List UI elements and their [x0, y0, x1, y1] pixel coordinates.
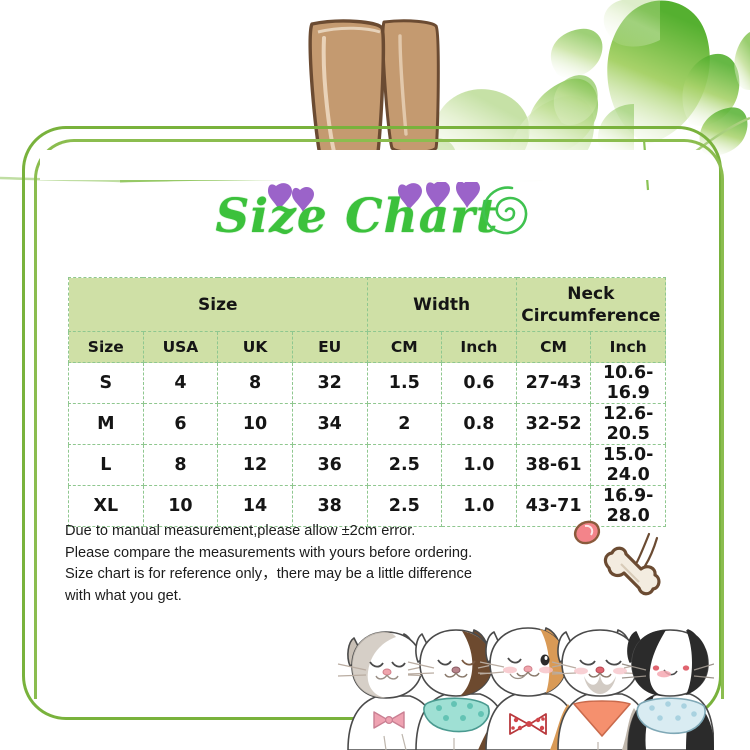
cell-size: XL	[68, 485, 144, 527]
group-header-neck-line1: Neck	[567, 283, 615, 304]
cell-eu: 34	[291, 403, 368, 445]
cell-uk: 8	[217, 362, 293, 404]
boot-pair-icon	[308, 19, 440, 172]
group-header-width: Width	[366, 277, 517, 332]
cell-usa: 4	[142, 362, 219, 404]
page-title: Size Chart	[215, 189, 499, 244]
cell-neck-cm: 38-61	[515, 444, 592, 486]
table-column-header-row: Size USA UK EU CM Inch CM Inch	[68, 331, 666, 363]
size-chart-table: Size Width Neck Circumference Size USA U…	[68, 277, 667, 527]
cell-size: S	[68, 362, 144, 404]
disclaimer-notes: Due to manual measurement,please allow ±…	[65, 521, 585, 607]
cell-width-cm: 2	[366, 403, 443, 445]
cell-eu: 38	[291, 485, 368, 527]
green-frame-inner	[34, 139, 724, 699]
group-header-size: Size	[68, 277, 368, 332]
cat-grey-bowtie	[337, 631, 439, 750]
table-group-header-row: Size Width Neck Circumference	[68, 277, 667, 332]
group-header-neck: Neck Circumference	[515, 277, 667, 332]
column-header-uk: UK	[217, 331, 293, 363]
cell-size: M	[68, 403, 144, 445]
cat-grey-bandana	[551, 629, 651, 750]
motion-lines-icon	[635, 532, 659, 568]
cell-width-inch: 0.6	[441, 362, 517, 404]
frame-mask	[40, 150, 700, 180]
cell-neck-inch: 15.0-24.0	[590, 444, 666, 486]
column-header-eu: EU	[291, 331, 368, 363]
pink-treat-icon	[574, 520, 601, 545]
table-row: L 8 12 36 2.5 1.0 38-61 15.0-24.0	[68, 444, 666, 486]
note-line-4: with what you get.	[65, 587, 182, 604]
table-row: M 6 10 34 2 0.8 32-52 12.6-20.5	[68, 403, 666, 445]
cell-eu: 36	[291, 444, 368, 486]
note-line-2: Please compare the measurements with you…	[65, 544, 473, 561]
column-header-size: Size	[68, 331, 144, 363]
cell-width-cm: 2.5	[366, 485, 443, 527]
treats-decoration	[574, 520, 661, 596]
cell-uk: 14	[217, 485, 293, 527]
cell-neck-cm: 27-43	[515, 362, 592, 404]
cell-usa: 6	[142, 403, 219, 445]
column-header-neck-inch: Inch	[590, 331, 666, 363]
table-body: S 4 8 32 1.5 0.6 27-43 10.6-16.9 M 6 10 …	[68, 362, 666, 527]
cell-eu: 32	[291, 362, 368, 404]
cell-neck-inch: 10.6-16.9	[590, 362, 666, 404]
cell-neck-inch: 16.9-28.0	[590, 485, 666, 527]
cat-black-scarf	[621, 629, 714, 750]
page-title-area: Size Chart	[0, 176, 750, 254]
note-line-1: Due to manual measurement,please allow ±…	[65, 523, 416, 539]
cell-width-cm: 2.5	[366, 444, 443, 486]
cats-illustration	[337, 627, 714, 750]
cell-usa: 8	[142, 444, 219, 486]
cell-width-inch: 1.0	[441, 485, 517, 527]
cell-usa: 10	[142, 485, 219, 527]
cell-uk: 12	[217, 444, 293, 486]
cell-width-inch: 0.8	[441, 403, 517, 445]
cell-width-inch: 1.0	[441, 444, 517, 486]
spiral-swirl-icon	[482, 186, 528, 235]
table-row: S 4 8 32 1.5 0.6 27-43 10.6-16.9	[68, 362, 666, 404]
column-header-usa: USA	[142, 331, 219, 363]
bone-treat-icon	[603, 546, 661, 596]
table-row: XL 10 14 38 2.5 1.0 43-71 16.9-28.0	[68, 485, 666, 527]
cell-neck-cm: 32-52	[515, 403, 592, 445]
cell-size: L	[68, 444, 144, 486]
column-header-width-cm: CM	[366, 331, 443, 363]
cell-width-cm: 1.5	[366, 362, 443, 404]
cell-neck-cm: 43-71	[515, 485, 592, 527]
column-header-width-inch: Inch	[441, 331, 517, 363]
column-header-neck-cm: CM	[515, 331, 592, 363]
group-header-neck-line2: Circumference	[521, 305, 661, 326]
cell-uk: 10	[217, 403, 293, 445]
cell-neck-inch: 12.6-20.5	[590, 403, 666, 445]
table-head: Size Width Neck Circumference Size USA U…	[68, 277, 667, 363]
note-line-3: Size chart is for reference only，there m…	[65, 566, 472, 582]
